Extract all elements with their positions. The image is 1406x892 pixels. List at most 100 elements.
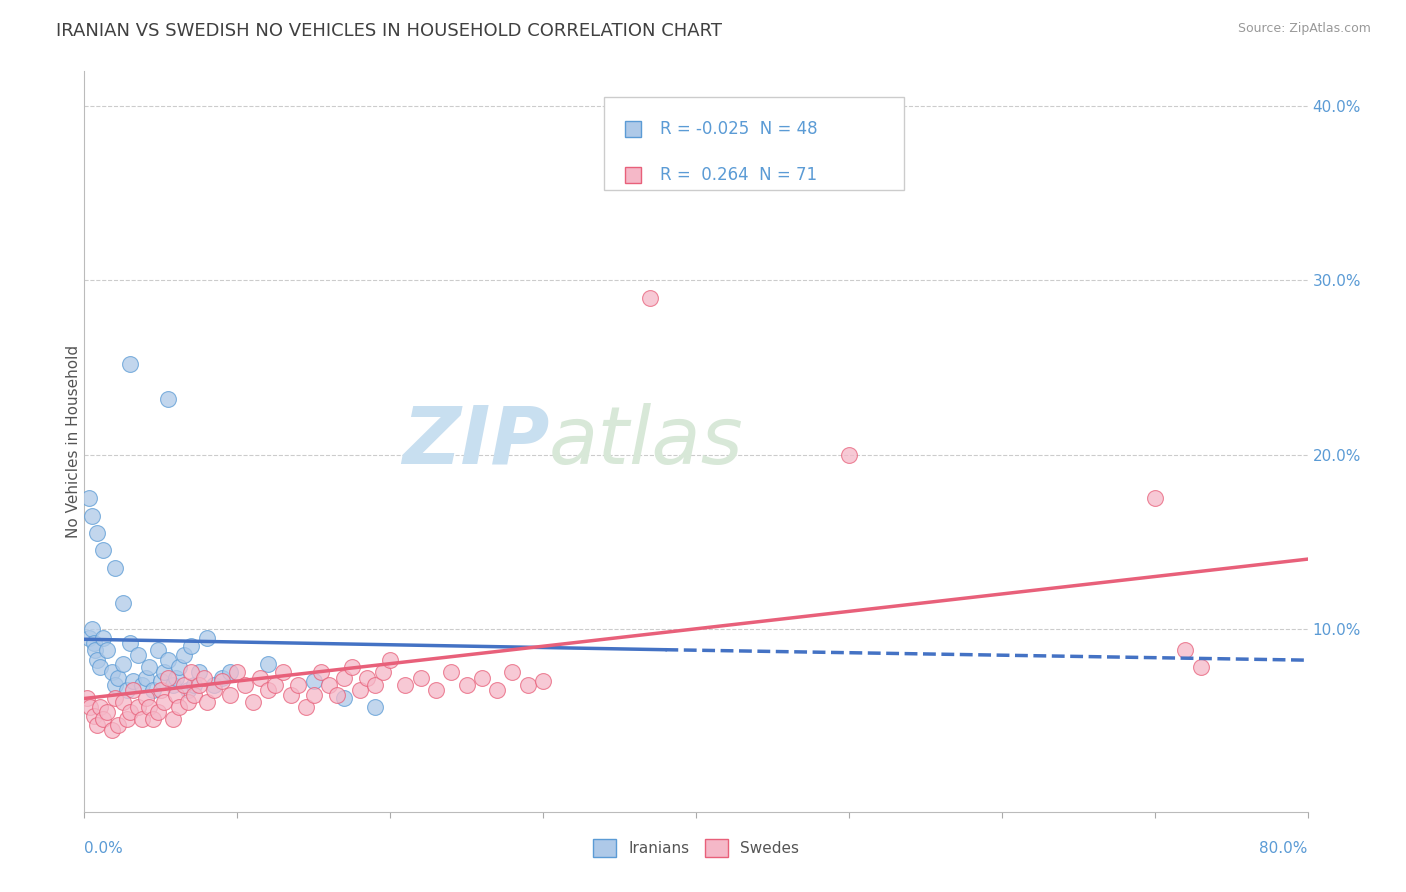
Text: 80.0%: 80.0% (1260, 841, 1308, 856)
Point (173, 648, 195, 662)
Point (86, 717, 108, 731)
Point (271, 665, 294, 680)
Point (115, 682, 138, 697)
Point (135, 671, 157, 685)
Point (165, 671, 187, 685)
Legend: Iranians, Swedes: Iranians, Swedes (588, 833, 804, 863)
Point (86, 526, 108, 541)
Point (138, 660, 160, 674)
Point (257, 682, 280, 697)
Point (135, 691, 157, 706)
Point (180, 639, 202, 653)
Point (486, 682, 509, 697)
Point (211, 671, 233, 685)
Point (84, 642, 107, 657)
Point (183, 688, 205, 702)
FancyBboxPatch shape (626, 167, 641, 183)
Point (83, 709, 105, 723)
Point (371, 665, 394, 680)
Point (218, 665, 240, 680)
Point (193, 671, 215, 685)
Point (1143, 491, 1166, 505)
Point (101, 723, 124, 737)
Point (380, 653, 402, 667)
Point (157, 392, 180, 406)
Point (127, 700, 149, 714)
Point (101, 665, 124, 680)
Point (96, 642, 118, 657)
Point (104, 691, 127, 706)
Point (149, 682, 172, 697)
Point (131, 677, 153, 691)
Point (107, 717, 129, 731)
Y-axis label: No Vehicles in Household: No Vehicles in Household (66, 345, 80, 538)
Point (162, 677, 184, 691)
Point (211, 674, 233, 689)
Point (456, 677, 478, 691)
Point (311, 665, 333, 680)
Point (162, 712, 184, 726)
Point (77, 491, 100, 505)
Text: 0.0%: 0.0% (84, 841, 124, 856)
Point (146, 642, 169, 657)
Point (325, 688, 347, 702)
Point (333, 671, 356, 685)
Point (471, 671, 494, 685)
Point (218, 688, 240, 702)
Point (104, 561, 127, 575)
Point (120, 357, 142, 371)
Point (531, 674, 554, 689)
Point (233, 677, 256, 691)
Point (340, 660, 363, 674)
Point (318, 677, 340, 691)
Point (516, 677, 538, 691)
Text: atlas: atlas (550, 402, 744, 481)
Point (502, 665, 524, 680)
Point (80, 622, 103, 636)
FancyBboxPatch shape (626, 121, 641, 137)
Point (131, 712, 153, 726)
Point (167, 700, 190, 714)
Point (257, 657, 280, 671)
Point (177, 695, 200, 709)
Point (364, 700, 387, 714)
Point (188, 665, 211, 680)
Point (638, 291, 661, 305)
Point (96, 706, 118, 720)
Point (80, 508, 103, 523)
Point (425, 682, 447, 697)
Point (188, 677, 211, 691)
Point (120, 636, 142, 650)
Point (280, 688, 302, 702)
Point (104, 677, 127, 691)
Point (89, 700, 111, 714)
Point (226, 665, 249, 680)
Point (77, 631, 100, 645)
Point (195, 631, 218, 645)
Point (153, 695, 176, 709)
Point (111, 695, 134, 709)
Point (79, 700, 101, 714)
Point (91, 543, 114, 558)
Point (394, 677, 416, 691)
Point (157, 653, 180, 667)
Point (120, 706, 142, 720)
Point (111, 657, 134, 671)
Point (165, 688, 187, 702)
Point (1174, 642, 1197, 657)
Point (122, 674, 145, 689)
Text: R =  0.264  N = 71: R = 0.264 N = 71 (659, 166, 817, 184)
Point (195, 695, 218, 709)
Point (167, 660, 190, 674)
Point (115, 712, 138, 726)
Point (356, 671, 378, 685)
Point (180, 665, 202, 680)
Text: IRANIAN VS SWEDISH NO VEHICLES IN HOUSEHOLD CORRELATION CHART: IRANIAN VS SWEDISH NO VEHICLES IN HOUSEH… (56, 22, 723, 40)
Point (183, 677, 205, 691)
Point (146, 706, 169, 720)
Point (202, 677, 225, 691)
Point (177, 682, 200, 697)
Point (122, 682, 145, 697)
Point (149, 674, 172, 689)
Point (157, 671, 180, 685)
